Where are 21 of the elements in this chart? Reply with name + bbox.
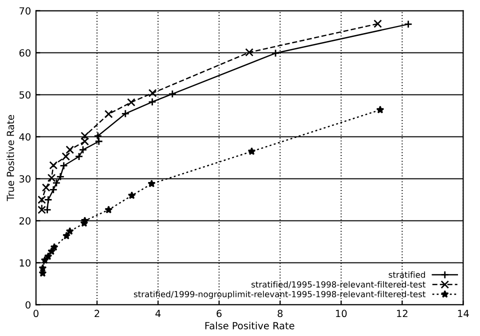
y-tick-label: 40	[19, 133, 30, 141]
x-tick-label: 4	[155, 310, 161, 317]
x-tick-label: 2	[94, 310, 100, 317]
x-tick-label: 12	[397, 310, 408, 317]
y-tick-label: 0	[26, 301, 30, 309]
y-tick-label: 70	[20, 7, 30, 15]
y-tick-label: 10	[20, 259, 30, 267]
y-tick-label: 50	[20, 91, 30, 99]
legend-label: stratified	[388, 271, 425, 278]
y-tick-label: 60	[19, 49, 30, 57]
legend-label: stratified/1995-1998-relevant-filtered-test	[252, 281, 426, 288]
y-tick-label: 20	[19, 217, 30, 225]
x-tick-label: 0	[34, 310, 38, 318]
x-tick-label: 14	[458, 310, 469, 317]
y-axis-title: True Positive Rate	[6, 114, 14, 202]
x-tick-label: 6	[216, 310, 222, 318]
legend-label: stratified/1999-nogrouplimit-relevant-1995-1998-relevant-filtered-test	[134, 290, 426, 299]
x-tick-label: 10	[336, 310, 347, 318]
x-tick-label: 8	[278, 310, 283, 318]
y-tick-label: 30	[20, 175, 30, 183]
x-axis-title: False Positive Rate	[205, 322, 294, 330]
